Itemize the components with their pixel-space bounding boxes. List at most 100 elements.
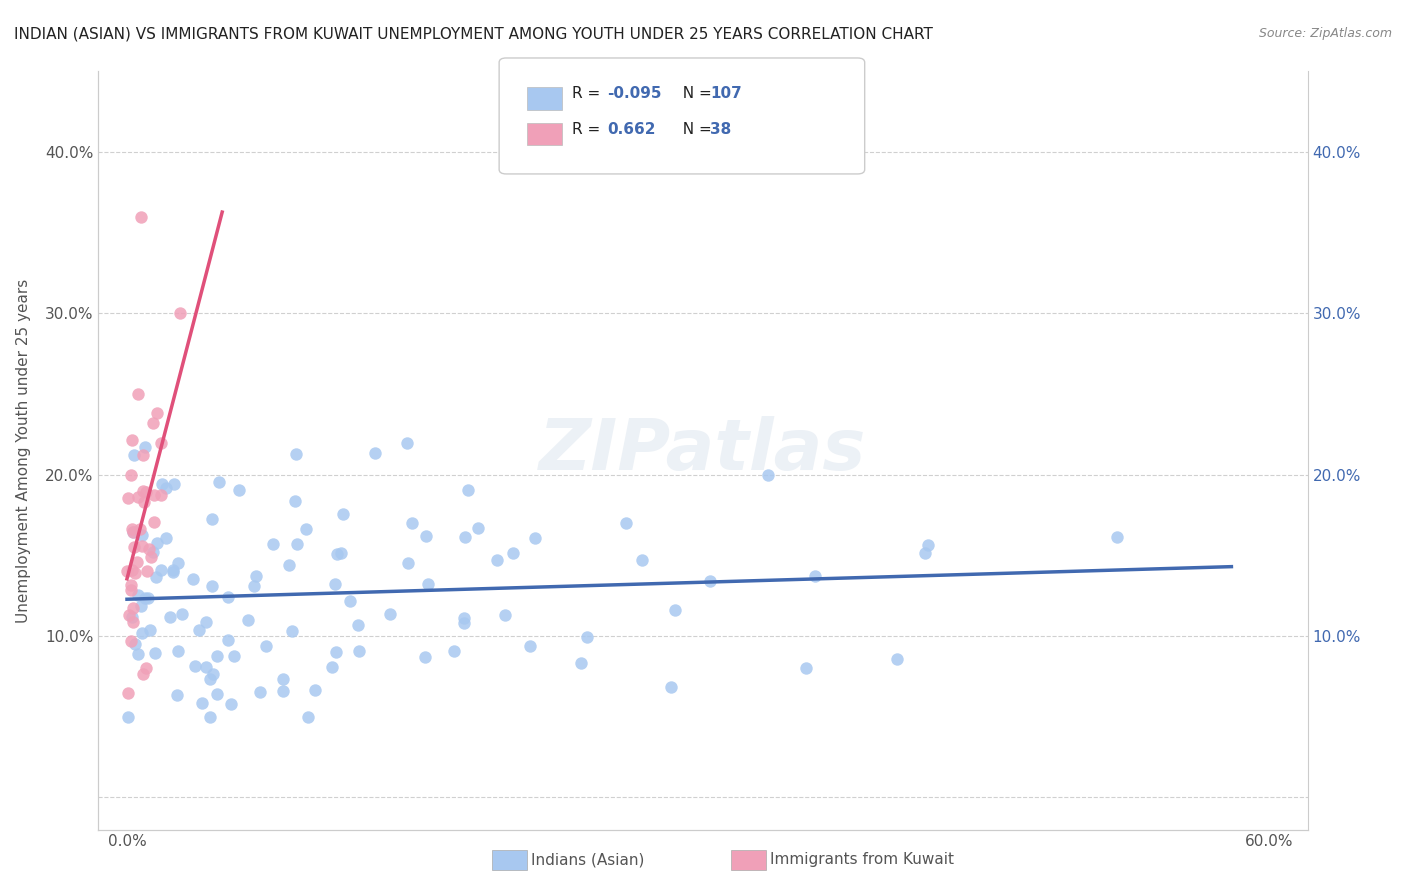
Point (457, 483, 479, 497)
Point (453, 611, 475, 625)
Point (886, 652, 908, 666)
Point (132, 484, 155, 499)
Point (118, 608, 141, 623)
Point (145, 536, 167, 550)
Point (191, 696, 214, 710)
Point (127, 648, 149, 662)
Point (166, 688, 188, 702)
Point (285, 447, 308, 461)
Point (132, 449, 155, 463)
Point (659, 681, 682, 695)
Point (201, 579, 224, 593)
Point (134, 591, 156, 605)
Point (124, 637, 146, 651)
Point (804, 569, 827, 583)
Point (339, 593, 361, 607)
Point (135, 485, 157, 500)
Point (129, 599, 152, 613)
Point (364, 446, 387, 460)
Point (271, 672, 294, 686)
Point (139, 623, 162, 637)
Point (117, 491, 139, 505)
Point (142, 488, 165, 502)
Point (134, 440, 156, 454)
Point (150, 436, 173, 450)
Point (304, 682, 326, 697)
Point (122, 540, 145, 554)
Point (323, 577, 346, 591)
Point (159, 610, 181, 624)
Point (284, 493, 307, 508)
Text: INDIAN (ASIAN) VS IMMIGRANTS FROM KUWAIT UNEMPLOYMENT AMONG YOUTH UNDER 25 YEARS: INDIAN (ASIAN) VS IMMIGRANTS FROM KUWAIT… (14, 27, 934, 42)
Text: Indians (Asian): Indians (Asian) (531, 853, 645, 867)
Point (502, 546, 524, 560)
Point (120, 468, 142, 483)
Point (155, 481, 177, 495)
Point (217, 591, 239, 605)
Point (115, 565, 138, 579)
Point (129, 210, 152, 224)
Point (699, 574, 721, 588)
Point (139, 550, 162, 565)
Point (756, 468, 779, 483)
Point (453, 616, 475, 631)
Point (143, 646, 166, 660)
Point (162, 563, 184, 577)
Y-axis label: Unemployment Among Youth under 25 years: Unemployment Among Youth under 25 years (17, 278, 31, 623)
Point (150, 488, 173, 502)
Point (198, 672, 221, 686)
Point (145, 570, 167, 584)
Point (236, 613, 259, 627)
Point (917, 538, 939, 552)
Point (131, 540, 153, 554)
Text: N =: N = (673, 87, 717, 101)
Point (486, 553, 509, 567)
Text: Immigrants from Kuwait: Immigrants from Kuwait (770, 853, 955, 867)
Point (121, 609, 143, 624)
Point (664, 603, 686, 617)
Point (326, 547, 349, 561)
Point (167, 556, 190, 570)
Point (124, 448, 146, 462)
Point (194, 615, 217, 629)
Point (131, 528, 153, 542)
Point (121, 433, 143, 447)
Point (131, 625, 153, 640)
Point (630, 553, 652, 567)
Point (121, 525, 143, 540)
Point (281, 624, 304, 638)
Point (120, 582, 142, 597)
Point (121, 563, 143, 577)
Point (254, 640, 277, 654)
Point (124, 566, 146, 581)
Point (202, 667, 225, 681)
Point (914, 545, 936, 559)
Point (127, 490, 149, 504)
Point (249, 685, 271, 699)
Point (415, 529, 437, 543)
Point (325, 645, 347, 659)
Point (416, 576, 439, 591)
Point (380, 607, 402, 621)
Point (219, 698, 242, 712)
Point (329, 546, 352, 560)
Point (271, 683, 294, 698)
Point (117, 686, 139, 700)
Point (150, 563, 173, 577)
Point (294, 522, 316, 536)
Point (169, 306, 191, 320)
Point (415, 650, 437, 665)
Point (347, 644, 370, 658)
Point (396, 556, 419, 570)
Point (217, 632, 239, 647)
Point (569, 656, 592, 670)
Text: N =: N = (673, 122, 717, 136)
Point (443, 644, 465, 658)
Point (198, 709, 221, 723)
Point (155, 531, 177, 545)
Point (494, 608, 516, 623)
Text: R =: R = (572, 87, 606, 101)
Point (128, 522, 150, 536)
Point (132, 495, 155, 509)
Point (120, 578, 142, 592)
